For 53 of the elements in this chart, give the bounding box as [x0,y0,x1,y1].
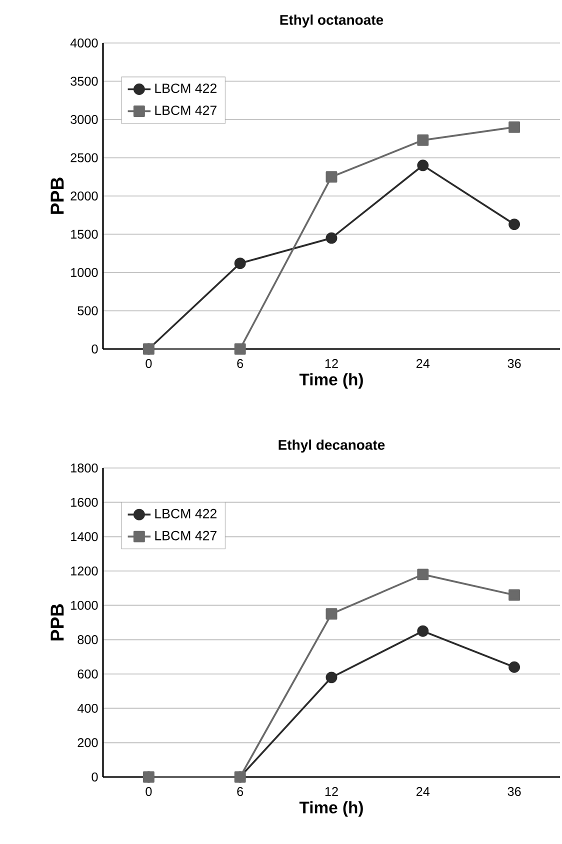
x-tick-label: 6 [237,787,244,796]
y-axis-title: PPB [50,604,64,640]
point [417,134,429,146]
y-tick-label: 600 [78,670,98,678]
legend-label: LBCM 422 [155,84,216,94]
y-tick-label: 4000 [70,38,98,48]
point [508,121,520,133]
y-tick-label: 0 [92,344,98,354]
point [326,672,338,684]
x-tick-label: 36 [508,787,521,796]
x-tick-label: 6 [237,359,244,368]
point [417,568,429,580]
point [234,343,246,355]
y-tick-label: 1000 [71,600,98,610]
y-tick-label: 800 [78,635,98,644]
x-tick-label: 24 [416,787,430,796]
x-tick-label: 36 [508,359,521,368]
y-tick-label: 500 [78,306,98,316]
y-axis-title: PPB [50,178,64,214]
legend-label: LBCM 427 [155,106,216,116]
y-tick-label: 200 [78,738,98,748]
y-tick-label: 1800 [71,464,98,472]
y-tick-label: 3000 [70,115,98,124]
y-tick-label: 1400 [71,532,98,542]
point [508,218,520,230]
y-tick-label: 2500 [70,153,98,162]
point [326,171,338,183]
y-tick-label: 3500 [70,76,98,86]
y-tick-label: 400 [77,704,98,713]
x-axis-title: Time (h) [299,801,363,817]
chart-title: Ethyl decanoate [278,440,385,453]
x-axis-title: Time (h) [299,373,363,389]
x-tick-label: 12 [325,787,338,796]
legend-label: LBCM 427 [155,530,216,540]
x-tick-label: 12 [325,359,338,368]
point [417,625,429,637]
y-tick-label: 1200 [71,566,98,576]
y-tick-label: 2000 [70,192,98,200]
point [508,661,520,673]
point [508,589,520,601]
legend-label: LBCM 422 [155,508,216,518]
y-tick-label: 1600 [71,498,98,507]
x-tick-label: 0 [146,359,152,368]
point [417,160,429,172]
point [234,258,246,270]
chart-title: Ethyl octanoate [280,14,384,28]
point [326,232,338,244]
y-tick-label: 0 [92,772,98,782]
point [326,608,338,620]
x-tick-label: 24 [416,359,430,368]
y-tick-label: 1000 [71,268,98,277]
x-tick-label: 0 [146,787,152,796]
y-tick-label: 1500 [71,230,98,239]
